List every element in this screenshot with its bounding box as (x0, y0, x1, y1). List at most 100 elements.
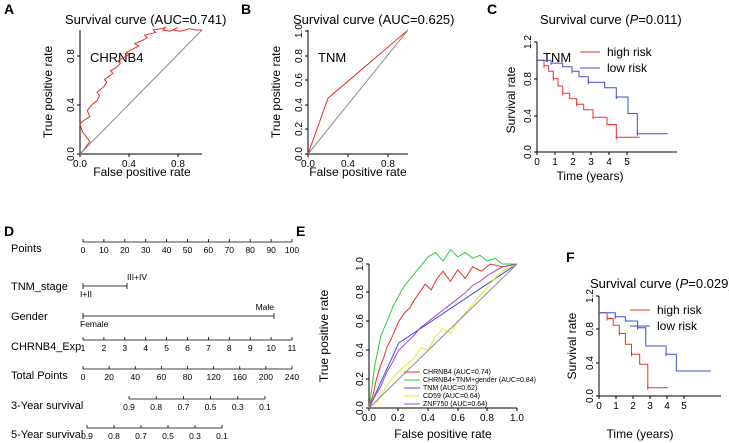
legend-label-chrnb4: CHRNB4 (AUC=0.74) (423, 369, 491, 376)
panel-a-title: Survival curve (AUC=0.741) (65, 12, 226, 27)
nomogram-tick-label: 100 (285, 245, 299, 255)
series-line-high-risk (537, 59, 640, 138)
y-tick-label: 0.0 (66, 147, 77, 161)
nomogram-tick-label: 8 (227, 343, 232, 353)
panel-c-km-plot: 0 1 2 3 4 5 0.0 0.4 0.8 1.2 Time (years) Survival r… (504, 35, 677, 183)
nomogram-tick-label: 10 (266, 343, 276, 353)
nomogram-tick-label: 0.9 (123, 402, 135, 412)
series-line-high-risk (599, 312, 669, 389)
y-tick-label: 0.8 (355, 285, 366, 299)
y-tick-label: 0.4 (523, 109, 534, 123)
x-tick-label: 5 (681, 401, 687, 412)
nomogram-tick-label: 120 (207, 372, 221, 382)
x-tick-label: 1.0 (510, 413, 524, 424)
nomogram-tick-label: 0.5 (162, 431, 174, 441)
y-tick-label: 0.4 (294, 98, 305, 112)
y-tick-label: 0.0 (585, 389, 596, 403)
panel-c-legend: high risk low risk (580, 45, 653, 75)
panel-a-annotation: CHRNB4 (90, 50, 143, 65)
y-tick-label: 0.0 (523, 145, 534, 159)
legend-label-low-risk: low risk (607, 61, 648, 75)
x-tick-label: 2 (570, 157, 576, 168)
panel-b-annotation: TNM (318, 50, 346, 65)
nomogram-tick-label: 0.3 (189, 431, 201, 441)
panel-b-roc-plot: 0.0 0.4 0.8 0.0 0.2 0.4 0.6 0.8 1.0 False positiv… (269, 24, 409, 179)
y-axis-label: True positive rate (269, 46, 283, 139)
nomogram-tick-label: 0.1 (259, 402, 271, 412)
legend-label-cd59: CD59 (AUC=0.64) (423, 393, 480, 400)
panel-label-d: D (4, 223, 14, 239)
x-tick-label: 0.0 (362, 413, 376, 424)
nomogram-level-below: I+II (80, 289, 92, 299)
nomogram-row-label: Points (11, 243, 42, 255)
nomogram-tick-label: 0.1 (216, 431, 228, 441)
nomogram-tick-label: 0.7 (135, 431, 147, 441)
nomogram-tick-label: 50 (183, 245, 193, 255)
legend-label-znf750: ZNF750 (AUC=0.64) (423, 401, 487, 408)
nomogram-tick-label: 2 (102, 343, 107, 353)
nomogram-tick-label: 0.8 (150, 402, 162, 412)
y-axis-label: Survival rate (504, 66, 518, 133)
series-line-chrnb4 (368, 263, 518, 409)
nomogram-row-label: 5-Year survival (11, 429, 83, 441)
series-line-low-risk (537, 59, 668, 135)
nomogram-level-above: III+IV (127, 272, 147, 282)
y-tick-label: 0.8 (66, 49, 77, 63)
series-line-low-risk (599, 312, 711, 372)
series-line-chrnb4 (79, 26, 202, 155)
nomogram-tick-label: 10 (99, 245, 109, 255)
x-tick-label: 0.4 (421, 413, 435, 424)
nomogram-tick-label: 160 (233, 372, 247, 382)
nomogram-tick-label: 0.8 (108, 431, 120, 441)
y-tick-label: 0.0 (355, 401, 366, 415)
nomogram-tick-label: 6 (185, 343, 190, 353)
x-axis-label: Time (years) (557, 169, 624, 183)
nomogram-level-above: Male (256, 302, 275, 312)
nomogram-tick-label: 7 (206, 343, 211, 353)
nomogram-tick-label: 0.5 (205, 402, 217, 412)
y-tick-label: 0.8 (294, 49, 305, 63)
nomogram-tick-label: 9 (248, 343, 253, 353)
x-axis-label: False positive rate (394, 427, 492, 441)
nomogram-tick-label: 4 (143, 343, 148, 353)
panel-c-annotation: TNM (543, 50, 571, 65)
x-tick-label: 4 (664, 401, 670, 412)
legend-label-high-risk: high risk (607, 45, 653, 59)
y-tick-label: 1.2 (585, 289, 596, 303)
legend-label-tnm: TNM (AUC=0.62) (423, 385, 477, 392)
y-tick-label: 0.4 (66, 98, 77, 112)
x-tick-label: 0.4 (122, 159, 136, 170)
y-tick-label: 0.4 (355, 343, 366, 357)
x-tick-label: 3 (588, 157, 594, 168)
nomogram-row-label: Gender (11, 311, 48, 323)
nomogram-tick-label: 240 (285, 372, 299, 382)
x-axis-label: False positive rate (93, 165, 191, 179)
y-tick-label: 0.2 (355, 372, 366, 386)
x-tick-label: 0 (534, 157, 540, 168)
nomogram-tick-label: 3 (122, 343, 127, 353)
x-tick-label: 0 (596, 401, 602, 412)
nomogram-row-label: 3-Year survival (11, 400, 83, 412)
series-line-reference (368, 263, 518, 409)
y-tick-label: 0.0 (294, 147, 305, 161)
x-tick-label: 0.2 (391, 413, 405, 424)
series-line-znf750 (368, 263, 518, 409)
y-tick-label: 0.8 (585, 322, 596, 336)
y-tick-label: 0.4 (585, 356, 596, 370)
nomogram-tick-label: 90 (266, 245, 276, 255)
y-tick-label: 0.8 (523, 72, 534, 86)
nomogram-tick-label: 70 (225, 245, 235, 255)
panel-e-legend: CHRNB4 (AUC=0.74) CHRNB4+TNM+gender (AUC… (404, 369, 536, 408)
panel-label-f: F (566, 249, 575, 265)
nomogram-tick-label: 80 (183, 372, 193, 382)
nomogram-tick-label: 0.9 (81, 431, 93, 441)
nomogram-row-label: Total Points (11, 370, 68, 382)
x-axis-label: False positive rate (309, 165, 407, 179)
nomogram-tick-label: 5 (164, 343, 169, 353)
panel-label-b: B (241, 1, 251, 17)
panel-f-title: Survival curve (P=0.029) (590, 276, 729, 291)
y-tick-label: 1.0 (355, 257, 366, 271)
legend-label-combined: CHRNB4+TNM+gender (AUC=0.84) (423, 377, 536, 384)
x-tick-label: 3 (647, 401, 653, 412)
